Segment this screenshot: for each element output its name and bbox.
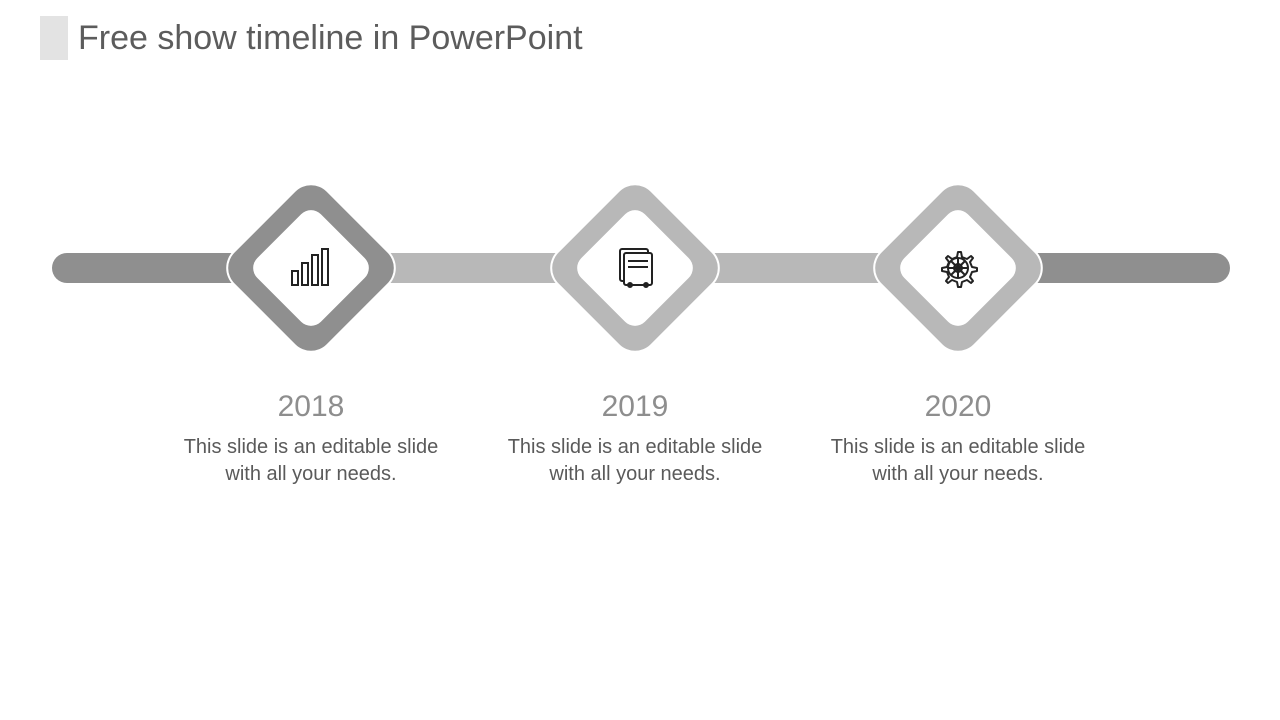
timeline-node-inner [571, 204, 698, 331]
timeline-bar [370, 253, 580, 283]
timeline-node [219, 176, 403, 360]
timeline-year: 2018 [171, 390, 451, 424]
document-icon [610, 243, 660, 293]
timeline-node [543, 176, 727, 360]
timeline-bar [690, 253, 900, 283]
timeline-bar [52, 253, 252, 283]
timeline-node [866, 176, 1050, 360]
timeline [0, 168, 1280, 368]
timeline-year: 2020 [818, 390, 1098, 424]
timeline-label: 2019 This slide is an editable slide with… [495, 390, 775, 488]
timeline-year: 2019 [495, 390, 775, 424]
slide-title: Free show timeline in PowerPoint [78, 19, 583, 58]
timeline-node-inner [247, 204, 374, 331]
timeline-label: 2018 This slide is an editable slide with… [171, 390, 451, 488]
slide: Free show timeline in PowerPoint 2018 Thi… [0, 0, 1280, 720]
title-row: Free show timeline in PowerPoint [40, 16, 583, 60]
timeline-desc: This slide is an editable slide with all… [171, 434, 451, 488]
timeline-desc: This slide is an editable slide with all… [818, 434, 1098, 488]
timeline-label: 2020 This slide is an editable slide with… [818, 390, 1098, 488]
title-accent-box [40, 16, 68, 60]
bar-chart-icon [286, 243, 336, 293]
timeline-bar [1015, 253, 1230, 283]
gear-icon [933, 243, 983, 293]
timeline-desc: This slide is an editable slide with all… [495, 434, 775, 488]
timeline-node-inner [894, 204, 1021, 331]
